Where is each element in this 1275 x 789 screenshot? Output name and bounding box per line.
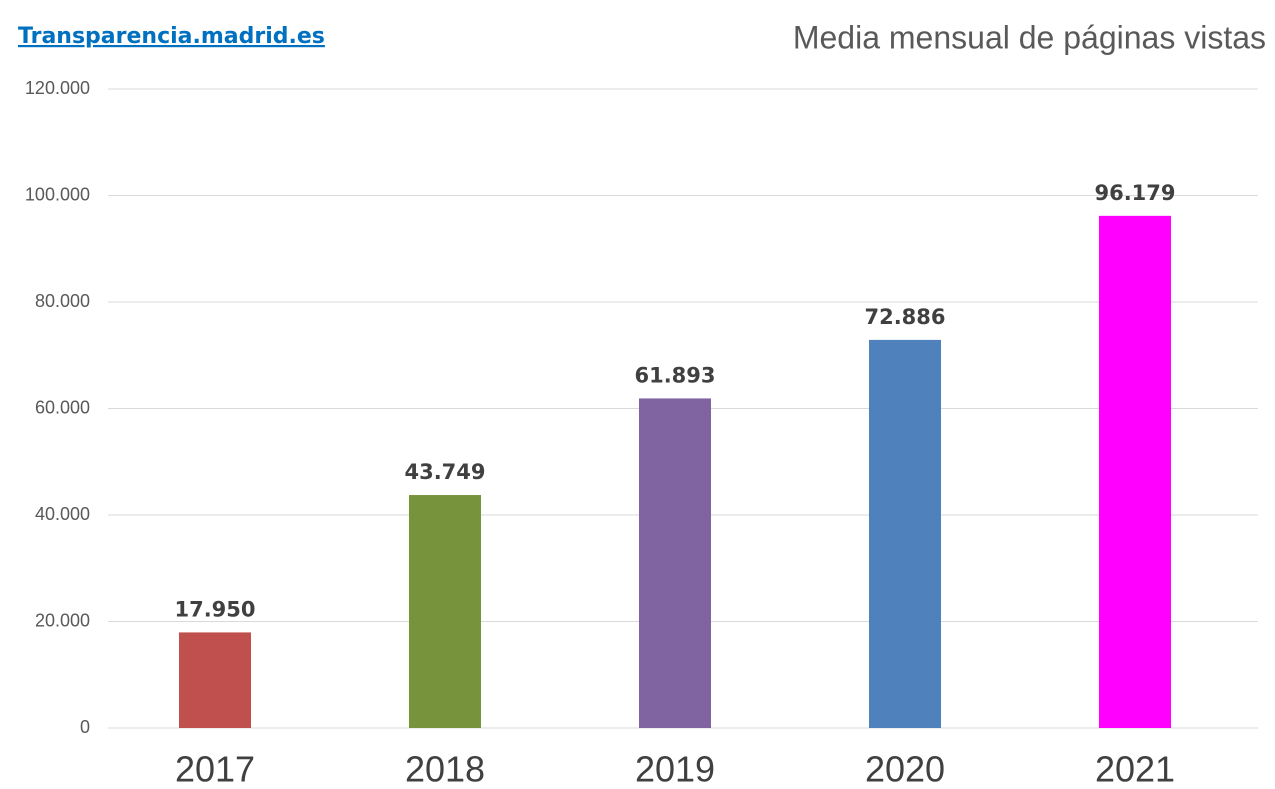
- x-tick-label: 2019: [635, 749, 715, 789]
- bar: [1099, 215, 1171, 729]
- y-tick-label: 40.000: [35, 504, 90, 524]
- y-tick-label: 100.000: [25, 184, 90, 204]
- value-label: 72.886: [864, 305, 945, 329]
- y-tick-label: 80.000: [35, 291, 90, 311]
- x-tick-label: 2018: [405, 749, 485, 789]
- chart-title: Media mensual de páginas vistas: [793, 19, 1266, 55]
- y-tick-label: 0: [80, 717, 90, 737]
- source-link[interactable]: Transparencia.madrid.es: [18, 24, 325, 49]
- x-tick-label: 2020: [865, 749, 945, 789]
- bar: [409, 495, 481, 728]
- value-label: 17.950: [174, 597, 255, 621]
- bar: [869, 339, 941, 728]
- y-tick-label: 120.000: [25, 78, 90, 98]
- y-tick-label: 60.000: [35, 397, 90, 417]
- bar: [179, 632, 251, 728]
- x-tick-label: 2021: [1095, 749, 1175, 789]
- value-label: 96.179: [1094, 181, 1175, 205]
- x-tick-label: 2017: [175, 749, 255, 789]
- y-tick-label: 20.000: [35, 610, 90, 630]
- bar: [639, 398, 711, 728]
- value-label: 61.893: [634, 363, 715, 387]
- value-label: 43.749: [404, 460, 485, 484]
